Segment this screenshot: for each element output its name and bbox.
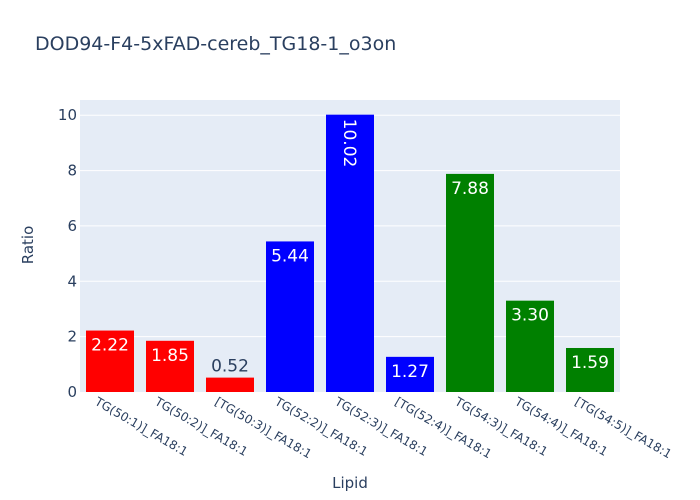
bar xyxy=(206,377,254,392)
bar-data-label: 10.02 xyxy=(339,119,359,168)
bar xyxy=(146,340,194,392)
y-axis-ticks: 0 2 4 6 8 10 xyxy=(58,106,77,401)
bar xyxy=(566,347,614,392)
bar xyxy=(86,330,134,392)
x-tick-label: [TG(52:4)]_FA18:1 xyxy=(393,394,495,461)
y-tick-label: 8 xyxy=(67,162,77,180)
x-tick-label: [TG(54:5)]_FA18:1 xyxy=(573,394,675,461)
bar xyxy=(386,356,434,392)
bar-data-label: 7.88 xyxy=(451,179,489,199)
bar-data-label: 1.27 xyxy=(391,362,429,382)
bar-data-label: 1.85 xyxy=(151,346,189,366)
bar xyxy=(446,173,494,392)
bars xyxy=(86,114,614,393)
bar xyxy=(326,114,374,393)
y-tick-label: 4 xyxy=(67,272,77,290)
chart-title: DOD94-F4-5xFAD-cereb_TG18-1_o3on xyxy=(35,33,396,55)
bar-data-label: 3.30 xyxy=(511,306,549,326)
bar-data-label: 2.22 xyxy=(91,336,129,356)
x-tick-label: [TG(50:3)]_FA18:1 xyxy=(213,394,315,461)
bar xyxy=(506,300,554,392)
x-axis-title: Lipid xyxy=(332,474,368,492)
data-labels: 2.22 1.85 0.52 5.44 10.02 1.27 7.88 3.30 1.59 xyxy=(91,119,609,382)
bar-data-label: 5.44 xyxy=(271,246,309,266)
y-tick-label: 10 xyxy=(58,106,77,124)
y-tick-label: 6 xyxy=(67,217,77,235)
x-axis-ticks: TG(50:1)]_FA18:1TG(50:2)]_FA18:1[TG(50:3… xyxy=(92,394,674,461)
y-tick-label: 2 xyxy=(67,328,77,346)
y-tick-label: 0 xyxy=(67,383,77,401)
bar-data-label: 0.52 xyxy=(211,357,249,377)
y-axis-title: Ratio xyxy=(19,226,37,265)
bar-data-label: 1.59 xyxy=(571,353,609,373)
bar xyxy=(266,241,314,392)
